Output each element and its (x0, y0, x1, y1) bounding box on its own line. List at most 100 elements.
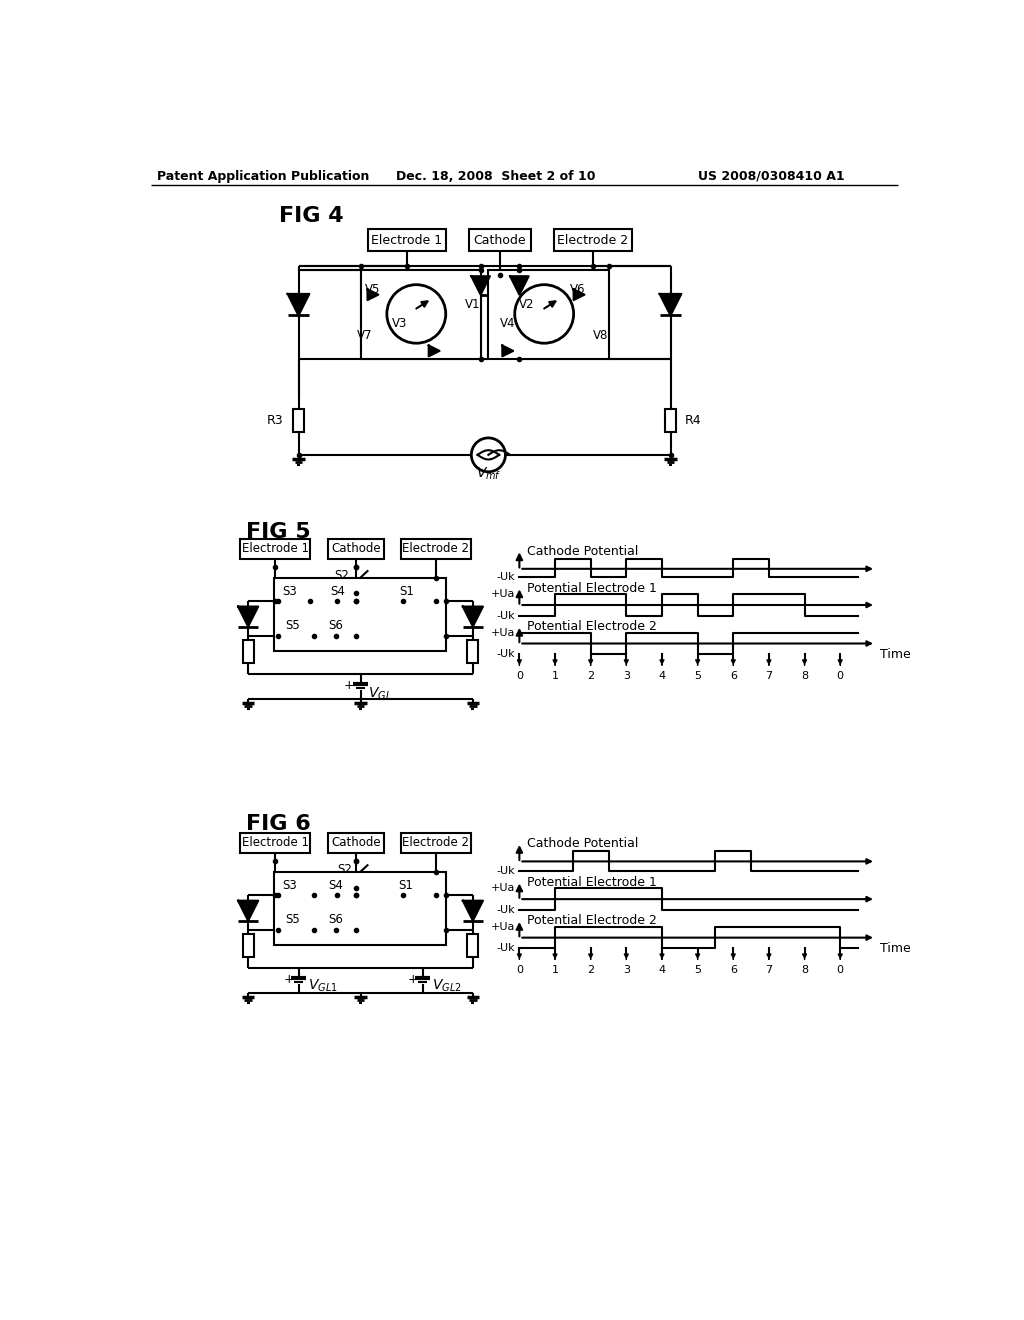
Polygon shape (659, 294, 681, 315)
Text: 3: 3 (623, 671, 630, 681)
Text: S3: S3 (282, 879, 297, 892)
Polygon shape (471, 276, 489, 294)
Text: Potential Electrode 2: Potential Electrode 2 (527, 620, 657, 634)
Text: V1: V1 (465, 298, 480, 312)
Text: 3: 3 (623, 965, 630, 975)
Bar (243, 640, 254, 663)
Text: -Uk: -Uk (497, 944, 515, 953)
Polygon shape (510, 276, 528, 294)
Text: S4: S4 (329, 879, 343, 892)
Text: 8: 8 (801, 965, 808, 975)
Bar (467, 640, 478, 663)
Polygon shape (368, 289, 378, 300)
Text: Cathode Potential: Cathode Potential (527, 545, 639, 557)
Bar (241, 833, 310, 853)
Text: Cathode: Cathode (331, 837, 381, 850)
Text: $V_{GI}$: $V_{GI}$ (369, 685, 390, 702)
Text: 1: 1 (552, 965, 558, 975)
Text: +: + (344, 680, 354, 693)
Text: S2: S2 (338, 863, 352, 876)
Text: S2: S2 (334, 569, 349, 582)
Text: +Ua: +Ua (492, 628, 515, 638)
Bar (554, 230, 632, 251)
Text: 0: 0 (516, 965, 523, 975)
Text: 0: 0 (516, 671, 523, 681)
Text: 5: 5 (694, 965, 701, 975)
Text: S1: S1 (399, 585, 415, 598)
Text: 8: 8 (801, 671, 808, 681)
Text: S5: S5 (286, 619, 300, 632)
Polygon shape (238, 607, 258, 627)
Text: V4: V4 (500, 317, 515, 330)
Text: Potential Electrode 2: Potential Electrode 2 (527, 915, 657, 927)
Bar (665, 409, 676, 432)
Bar (467, 933, 478, 957)
Text: Patent Application Publication: Patent Application Publication (158, 169, 370, 182)
Text: $V_{mf}$: $V_{mf}$ (475, 466, 501, 482)
Bar (273, 578, 445, 651)
Text: -Uk: -Uk (497, 611, 515, 620)
Text: V7: V7 (356, 329, 372, 342)
Polygon shape (429, 346, 439, 356)
Text: 6: 6 (730, 671, 737, 681)
Text: 4: 4 (658, 671, 666, 681)
Bar (328, 539, 384, 558)
Text: Cathode Potential: Cathode Potential (527, 837, 639, 850)
Polygon shape (573, 289, 585, 300)
Text: +Ua: +Ua (492, 883, 515, 894)
Text: 4: 4 (658, 965, 666, 975)
Text: Electrode 1: Electrode 1 (242, 837, 309, 850)
Text: R4: R4 (684, 413, 701, 426)
Text: 0: 0 (837, 671, 844, 681)
Text: 2: 2 (587, 965, 594, 975)
Text: $V_{GL2}$: $V_{GL2}$ (432, 978, 462, 994)
Text: V3: V3 (391, 317, 407, 330)
Text: US 2008/0308410 A1: US 2008/0308410 A1 (698, 169, 845, 182)
Bar (469, 230, 531, 251)
Text: S6: S6 (329, 619, 343, 632)
Text: R3: R3 (266, 413, 283, 426)
Bar (400, 833, 471, 853)
Text: S1: S1 (398, 879, 413, 892)
Text: FIG 6: FIG 6 (246, 814, 310, 834)
Text: -Uk: -Uk (497, 906, 515, 915)
Text: Time: Time (880, 942, 910, 954)
Polygon shape (463, 607, 483, 627)
Text: V5: V5 (365, 282, 380, 296)
Polygon shape (503, 346, 513, 356)
Text: Electrode 1: Electrode 1 (372, 234, 442, 247)
Text: V8: V8 (593, 329, 608, 342)
Bar (241, 539, 310, 558)
Text: FIG 5: FIG 5 (246, 521, 310, 541)
Text: +: + (408, 973, 419, 986)
Text: Cathode: Cathode (331, 543, 381, 556)
Text: Time: Time (880, 648, 910, 661)
Text: -Uk: -Uk (497, 573, 515, 582)
Text: 1: 1 (552, 671, 558, 681)
Bar (488, 271, 608, 359)
Text: 0: 0 (837, 965, 844, 975)
Polygon shape (288, 294, 309, 315)
Bar (360, 271, 480, 359)
Polygon shape (238, 900, 258, 921)
Text: S3: S3 (282, 585, 297, 598)
Text: 2: 2 (587, 671, 594, 681)
Text: Potential Electrode 1: Potential Electrode 1 (527, 582, 657, 594)
Bar (328, 833, 384, 853)
Text: Electrode 2: Electrode 2 (402, 837, 469, 850)
Bar (400, 539, 471, 558)
Text: +Ua: +Ua (492, 589, 515, 599)
Text: 7: 7 (765, 965, 772, 975)
Text: S5: S5 (286, 913, 300, 927)
Text: 6: 6 (730, 965, 737, 975)
Text: S4: S4 (330, 585, 345, 598)
Bar (243, 933, 254, 957)
Text: V6: V6 (569, 282, 586, 296)
Text: Electrode 2: Electrode 2 (557, 234, 629, 247)
Text: $V_{GL1}$: $V_{GL1}$ (308, 978, 338, 994)
Text: FIG 4: FIG 4 (280, 206, 344, 226)
Bar (273, 873, 445, 945)
Polygon shape (463, 900, 483, 921)
Text: Dec. 18, 2008  Sheet 2 of 10: Dec. 18, 2008 Sheet 2 of 10 (396, 169, 596, 182)
Text: Potential Electrode 1: Potential Electrode 1 (527, 875, 657, 888)
